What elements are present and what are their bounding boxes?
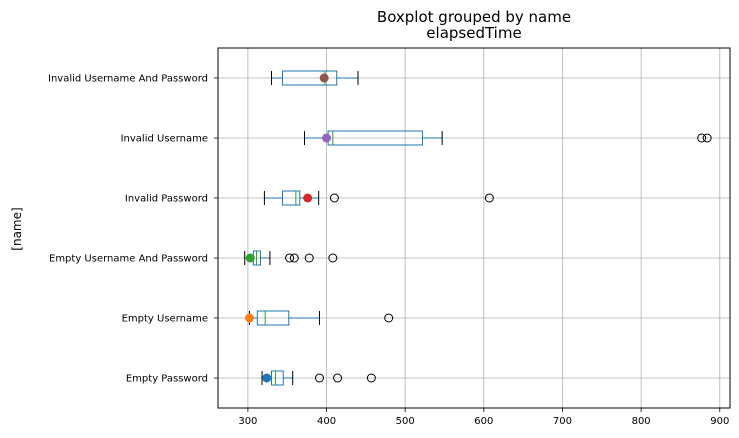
outlier-point xyxy=(384,313,394,323)
outlier-point xyxy=(366,373,376,383)
outlier-point xyxy=(328,253,338,263)
x-tick-label: 600 xyxy=(474,416,493,427)
outlier-point xyxy=(329,193,339,203)
axes: 300 400 500 600 700 800 900 Empty Password Empty… xyxy=(48,74,729,428)
outlier-point xyxy=(702,133,712,143)
iqr-box xyxy=(281,70,338,86)
plot-area-frame xyxy=(217,47,731,409)
iqr-box xyxy=(270,370,284,386)
x-tick-label: 500 xyxy=(396,416,415,427)
mean-marker xyxy=(262,373,272,383)
iqr-box xyxy=(281,190,301,206)
y-tick-label: Invalid Username xyxy=(121,134,208,145)
x-tick-label: 400 xyxy=(317,416,336,427)
mean-marker xyxy=(303,193,313,203)
y-tick-label: Empty Username xyxy=(122,314,208,325)
mean-marker xyxy=(244,313,254,323)
y-axis-label: [name] xyxy=(10,207,24,250)
outlier-point xyxy=(289,253,299,263)
x-tick-label: 300 xyxy=(238,416,257,427)
chart-subtitle: elapsedTime xyxy=(426,24,522,42)
outlier-point xyxy=(333,373,343,383)
y-tick-label: Invalid Password xyxy=(125,194,208,205)
iqr-box xyxy=(256,310,290,326)
outlier-point xyxy=(314,373,324,383)
y-tick-label: Empty Password xyxy=(126,374,208,385)
mean-marker xyxy=(322,133,332,143)
grid-lines xyxy=(218,48,730,408)
mean-marker xyxy=(319,73,329,83)
outlier-point xyxy=(285,253,295,263)
x-tick-label: 700 xyxy=(553,416,572,427)
chart-title: Boxplot grouped by name xyxy=(376,8,572,26)
mean-marker xyxy=(245,253,255,263)
x-tick-label: 900 xyxy=(710,416,729,427)
outlier-point xyxy=(304,253,314,263)
boxes xyxy=(244,70,712,386)
y-tick-label: Invalid Username And Password xyxy=(48,74,208,85)
y-tick-label: Empty Username And Password xyxy=(49,254,208,265)
outlier-point xyxy=(697,133,707,143)
outlier-point xyxy=(484,193,494,203)
x-tick-label: 800 xyxy=(632,416,651,427)
